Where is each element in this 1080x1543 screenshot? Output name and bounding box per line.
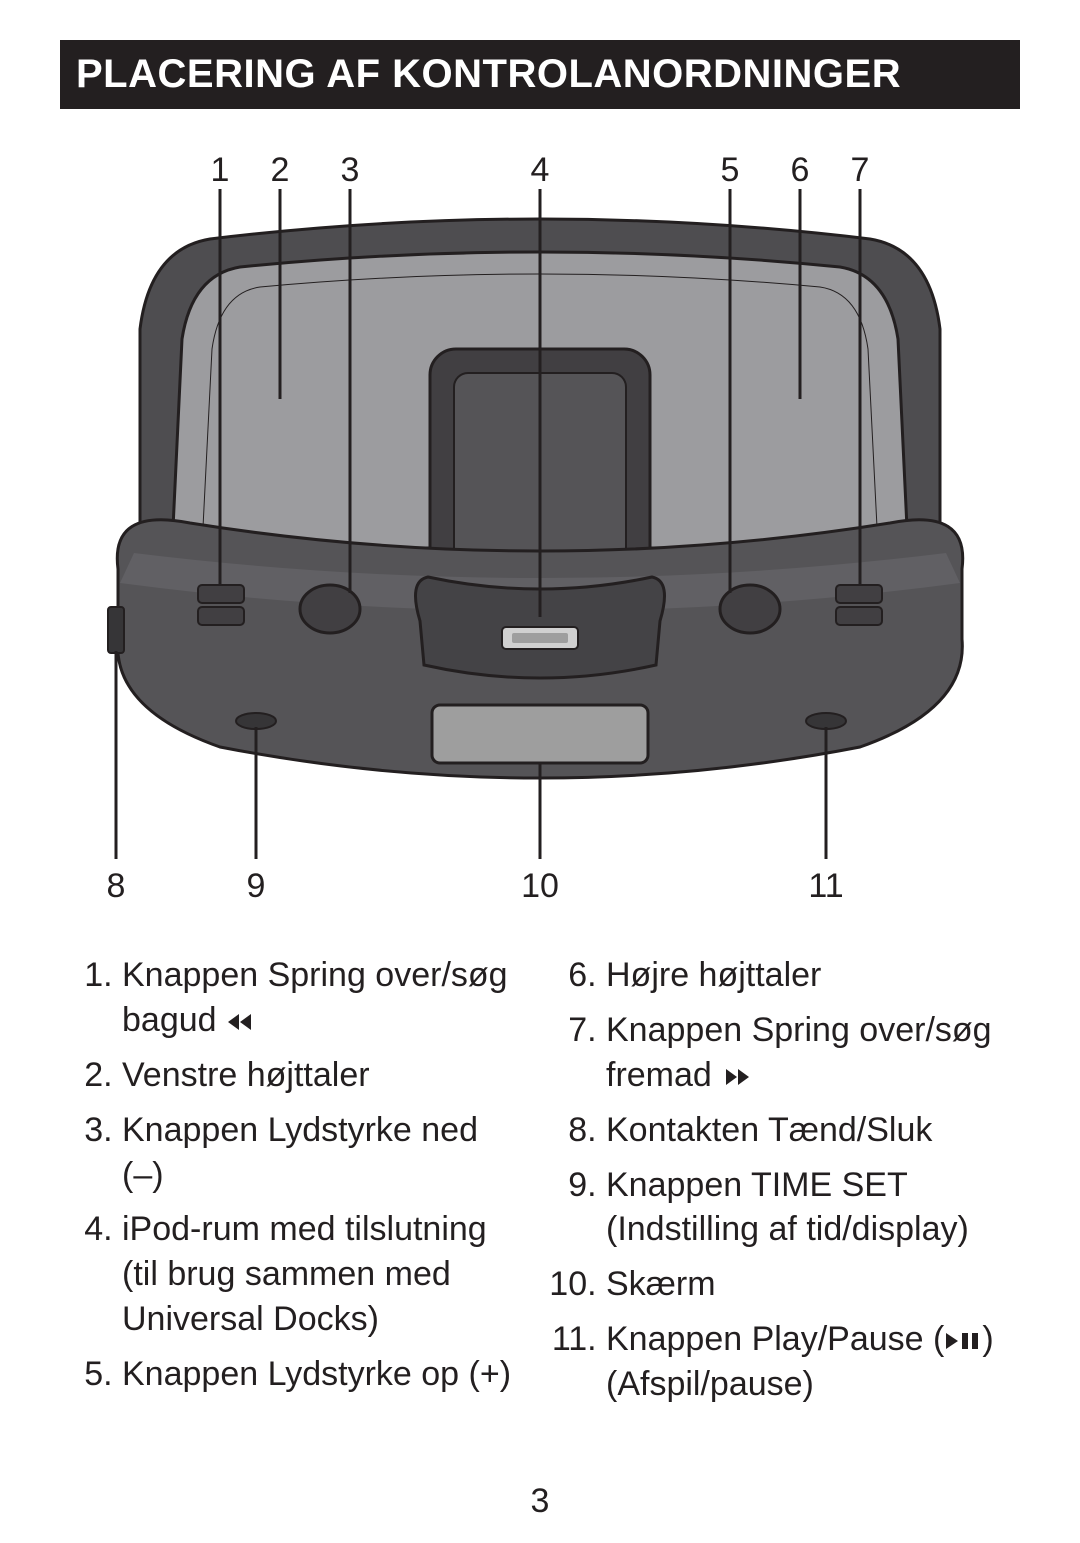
device-illustration — [108, 219, 963, 778]
legend-right-col: Højre højttaler Knappen Spring over/søg f… — [552, 953, 1012, 1417]
label-1: 1 — [211, 151, 230, 189]
label-10: 10 — [521, 867, 559, 905]
label-5: 5 — [721, 151, 740, 189]
device-diagram-svg: 1 2 3 4 5 6 7 8 9 10 11 — [60, 139, 1020, 919]
legend-item: Knappen Lydstyrke op (+) — [122, 1352, 528, 1397]
legend-item: Skærm — [606, 1262, 1012, 1307]
label-2: 2 — [271, 151, 290, 189]
legend-item: Venstre højttaler — [122, 1053, 528, 1098]
label-6: 6 — [791, 151, 810, 189]
legend: Knappen Spring over/søg bagud Venstre hø… — [60, 953, 1020, 1417]
display-screen — [432, 705, 648, 763]
label-3: 3 — [341, 151, 360, 189]
legend-item: Knappen Spring over/søg fremad — [606, 1008, 1012, 1098]
legend-item: Højre højttaler — [606, 953, 1012, 998]
power-switch[interactable] — [108, 607, 124, 653]
play-pause-button[interactable] — [806, 713, 846, 729]
legend-item: Knappen Spring over/søg bagud — [122, 953, 528, 1043]
label-9: 9 — [247, 867, 266, 905]
label-11: 11 — [808, 867, 843, 905]
time-set-button[interactable] — [236, 713, 276, 729]
label-8: 8 — [107, 867, 126, 905]
legend-left-col: Knappen Spring over/søg bagud Venstre hø… — [68, 953, 528, 1417]
legend-item: Knappen Lydstyrke ned (–) — [122, 1108, 528, 1198]
controls-figure: 1 2 3 4 5 6 7 8 9 10 11 — [60, 139, 1020, 919]
legend-item: Knappen Play/Pause () (Afspil/pause) — [606, 1317, 1012, 1407]
legend-item: Knappen TIME SET (Indstilling af tid/dis… — [606, 1163, 1012, 1253]
label-7: 7 — [851, 151, 870, 189]
label-4: 4 — [531, 151, 550, 189]
section-heading: PLACERING AF KONTROLANORDNINGER — [60, 40, 1020, 109]
legend-item: iPod-rum med tilslutning (til brug samme… — [122, 1207, 528, 1342]
legend-item: Kontakten Tænd/Sluk — [606, 1108, 1012, 1153]
page-number: 3 — [0, 1482, 1080, 1521]
